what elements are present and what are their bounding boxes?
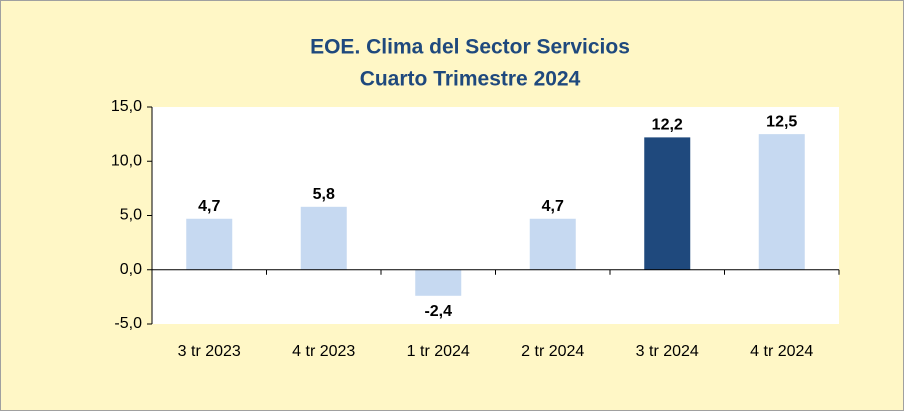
bar: [415, 269, 462, 296]
chart-title: EOE. Clima del Sector Servicios: [310, 36, 630, 59]
x-tick-label: 1 tr 2024: [407, 343, 470, 360]
plot-area: [152, 107, 839, 324]
bar: [758, 134, 805, 270]
bar: [529, 218, 576, 270]
y-tick-label: 15,0: [111, 98, 142, 115]
x-tick-label: 4 tr 2023: [292, 343, 355, 360]
x-tick-label: 3 tr 2023: [178, 343, 241, 360]
y-tick-label: -5,0: [114, 315, 142, 332]
x-tick-label: 2 tr 2024: [521, 343, 584, 360]
value-label: 4,7: [542, 198, 564, 215]
x-tick-label: 3 tr 2024: [636, 343, 699, 360]
y-tick-label: 0,0: [120, 261, 142, 278]
value-label: 5,8: [313, 186, 335, 203]
bar: [186, 218, 233, 270]
value-label: 12,2: [652, 117, 683, 134]
y-tick-label: 10,0: [111, 152, 142, 169]
y-tick-label: 5,0: [120, 207, 142, 224]
value-label: 12,5: [766, 113, 797, 130]
bar: [644, 137, 691, 270]
bar: [300, 206, 347, 270]
x-tick-label: 4 tr 2024: [750, 343, 813, 360]
chart-subtitle: Cuarto Trimestre 2024: [360, 68, 581, 91]
value-label: -2,4: [424, 303, 452, 320]
value-label: 4,7: [198, 198, 220, 215]
